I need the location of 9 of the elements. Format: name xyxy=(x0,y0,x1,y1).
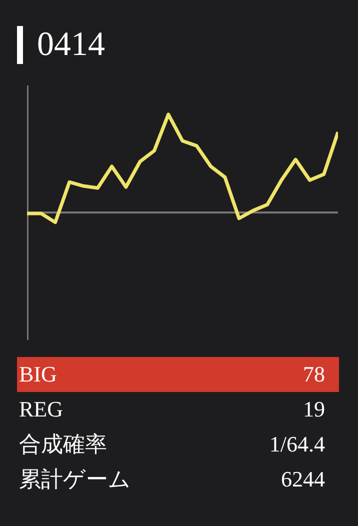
category-label: 累計ゲーム xyxy=(19,466,131,492)
text: 1/64.4 xyxy=(269,432,325,456)
text: 6244 xyxy=(281,466,325,492)
category-label: REG xyxy=(19,396,64,422)
category-label: BIG xyxy=(19,362,57,386)
chart-title: 0414 xyxy=(17,26,105,64)
text: 78 xyxy=(303,362,325,386)
text: 19 xyxy=(303,396,325,422)
category-label: 合成確率 xyxy=(19,432,107,456)
